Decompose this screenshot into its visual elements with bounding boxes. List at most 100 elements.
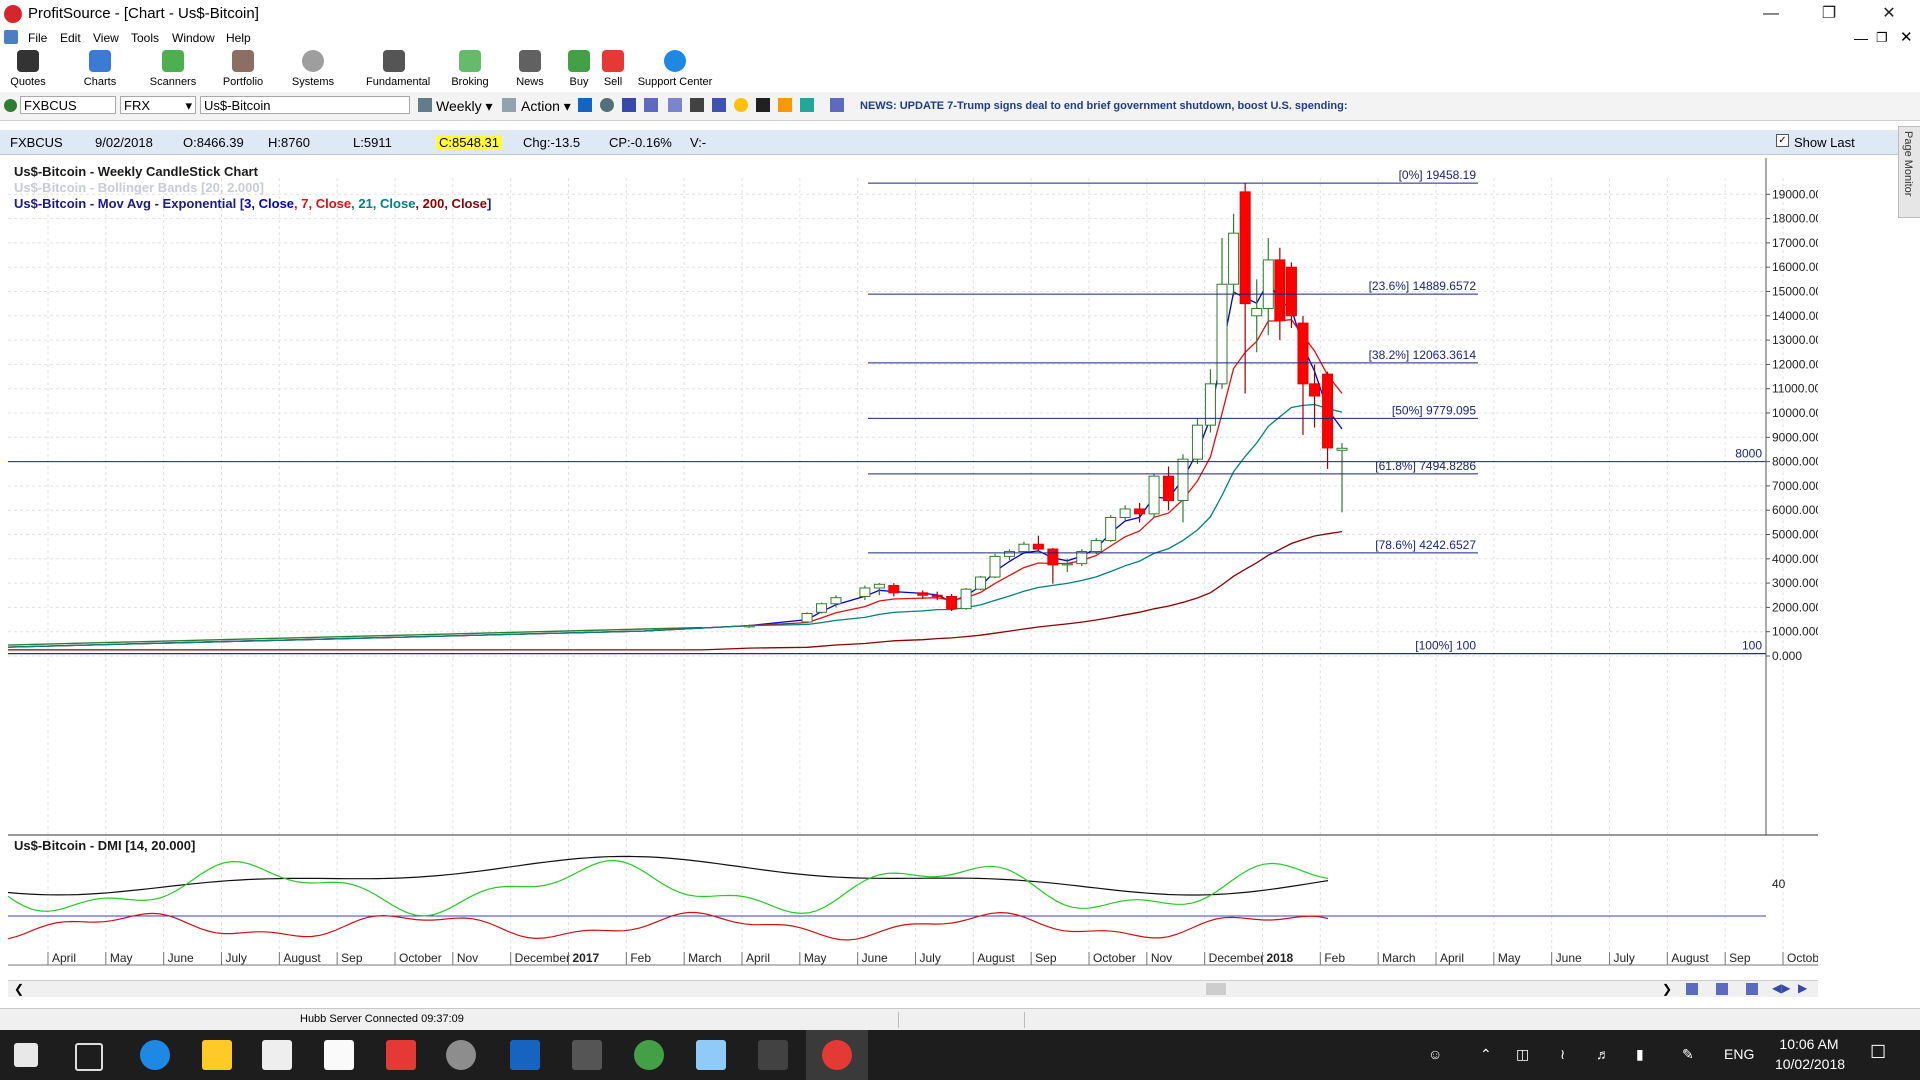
news-feed-icon[interactable] bbox=[830, 98, 844, 112]
zoom-icon[interactable] bbox=[644, 98, 658, 112]
news-button[interactable]: News bbox=[502, 50, 558, 92]
scanners-button[interactable]: Scanners bbox=[145, 50, 201, 92]
legend-ema-part: , 200, Close bbox=[415, 196, 487, 211]
news-ticker[interactable]: NEWS: UPDATE 7-Trump signs deal to end b… bbox=[860, 100, 1348, 112]
window-title: ProfitSource - [Chart - Us$-Bitcoin] bbox=[28, 5, 259, 22]
clock-time[interactable]: 10:06 AM bbox=[1779, 1036, 1839, 1052]
battery-icon[interactable]: ◫ bbox=[1516, 1046, 1530, 1062]
candlestick-chart[interactable]: [0%] 19458.19 [23.6%] 14889.6572 [38.2%] 1… bbox=[7, 158, 1830, 970]
file-explorer-icon[interactable] bbox=[202, 1040, 232, 1070]
chart-area[interactable]: [0%] 19458.19 [23.6%] 14889.6572 [38.2%] 1… bbox=[7, 158, 1830, 970]
scroll-left-icon[interactable]: ❮ bbox=[14, 982, 25, 996]
candle-body bbox=[743, 625, 755, 628]
menu-window[interactable]: Window bbox=[172, 31, 215, 45]
scroll-right-icon[interactable]: ❯ bbox=[1662, 982, 1673, 996]
task-view-icon[interactable] bbox=[75, 1043, 103, 1071]
chart-tools-strip bbox=[578, 98, 844, 114]
show-last-label: Show Last bbox=[1794, 135, 1855, 150]
show-last-checkbox[interactable]: ✓ bbox=[1776, 134, 1789, 147]
dmi-plus-line bbox=[7, 859, 1329, 917]
menu-help[interactable]: Help bbox=[226, 31, 251, 45]
save-icon[interactable] bbox=[578, 98, 592, 112]
power-icon[interactable]: ▮ bbox=[1636, 1046, 1644, 1062]
volume-icon[interactable]: ♬ bbox=[1596, 1046, 1610, 1062]
pen-icon[interactable]: ✎ bbox=[1682, 1046, 1694, 1062]
scroll-start-icon[interactable]: ◀▶ bbox=[1772, 981, 1791, 995]
support-center-button[interactable]: Support Center bbox=[635, 50, 715, 92]
x-tick-label: August bbox=[283, 951, 321, 965]
close-button[interactable]: ✕ bbox=[1882, 5, 1896, 22]
action-dropdown[interactable]: Action ▾ bbox=[521, 98, 571, 114]
chrome-icon[interactable] bbox=[634, 1040, 664, 1070]
fit-icon[interactable] bbox=[1746, 983, 1758, 995]
candle-body bbox=[1177, 458, 1189, 501]
mdi-close-icon[interactable]: ✕ bbox=[1900, 29, 1913, 46]
title-bar: ProfitSource - [Chart - Us$-Bitcoin] — ❐… bbox=[0, 0, 1920, 28]
candle-body bbox=[1216, 283, 1228, 385]
broking-button[interactable]: Broking bbox=[442, 50, 498, 92]
x-tick-label: May bbox=[110, 951, 133, 965]
sell-button[interactable]: Sell bbox=[585, 50, 641, 92]
zoom-out-icon[interactable] bbox=[1716, 983, 1728, 995]
fundamental-button[interactable]: Fundamental bbox=[366, 50, 430, 92]
restore-button[interactable]: ❐ bbox=[1821, 5, 1837, 22]
y-tick-label: 3000.000 bbox=[1772, 576, 1818, 590]
calculator-icon[interactable] bbox=[324, 1040, 354, 1070]
grid-icon[interactable] bbox=[668, 98, 682, 112]
period-dropdown[interactable]: Weekly ▾ bbox=[436, 98, 493, 114]
print-icon[interactable] bbox=[622, 98, 636, 112]
profitsource-taskbar-icon[interactable] bbox=[822, 1040, 852, 1070]
menu-tools[interactable]: Tools bbox=[131, 31, 160, 45]
systems-button[interactable]: Systems bbox=[285, 50, 341, 92]
candle-body bbox=[1297, 322, 1309, 385]
start-icon[interactable] bbox=[14, 1043, 38, 1067]
settings-icon[interactable] bbox=[600, 98, 614, 112]
bulb-icon[interactable] bbox=[734, 98, 748, 112]
menu-view[interactable]: View bbox=[93, 31, 119, 45]
camera-icon[interactable] bbox=[572, 1040, 602, 1070]
people-icon[interactable]: ☺ bbox=[1428, 1046, 1443, 1062]
minimize-button[interactable]: — bbox=[1763, 5, 1779, 22]
go-icon[interactable] bbox=[4, 99, 17, 112]
store-icon[interactable] bbox=[262, 1040, 292, 1070]
security-name-input[interactable]: Us$-Bitcoin bbox=[200, 96, 410, 114]
scroll-thumb[interactable] bbox=[1206, 983, 1226, 995]
star-icon[interactable] bbox=[778, 98, 792, 112]
y-tick-label: 10000.000 bbox=[1772, 406, 1818, 420]
candle-body bbox=[1336, 447, 1348, 451]
tray-chevron-icon[interactable]: ⌃ bbox=[1480, 1046, 1492, 1062]
zoom-in-icon[interactable] bbox=[1686, 983, 1698, 995]
k-app-icon[interactable] bbox=[386, 1040, 416, 1070]
menu-file[interactable]: File bbox=[28, 31, 48, 45]
signal-icon[interactable] bbox=[800, 98, 814, 112]
language-indicator[interactable]: ENG bbox=[1724, 1046, 1755, 1062]
go-app-icon[interactable] bbox=[758, 1040, 788, 1070]
quote-open: O:8466.39 bbox=[183, 135, 244, 150]
snip-icon[interactable] bbox=[446, 1040, 476, 1070]
scroll-end-icon[interactable]: ▶ bbox=[1798, 981, 1808, 995]
mdi-restore-icon[interactable]: ❐ bbox=[1876, 30, 1888, 45]
code-input[interactable]: FXBCUS bbox=[20, 96, 116, 114]
portfolio-button[interactable]: Portfolio bbox=[215, 50, 271, 92]
notifications-icon[interactable]: ☐ bbox=[1870, 1042, 1887, 1062]
quotes-button[interactable]: Quotes bbox=[0, 50, 56, 92]
chart-scrollbar[interactable]: ❮ ❯ ◀▶ ▶ bbox=[8, 980, 1818, 997]
buy-button[interactable]: Buy bbox=[551, 50, 607, 92]
exchange-select[interactable]: FRX ▾ bbox=[120, 96, 196, 114]
draw-icon[interactable] bbox=[712, 98, 726, 112]
menu-edit[interactable]: Edit bbox=[60, 31, 81, 45]
tools-icon[interactable] bbox=[690, 98, 704, 112]
binoculars-icon[interactable] bbox=[756, 98, 770, 112]
files-icon[interactable] bbox=[696, 1040, 726, 1070]
x-tick-label: December bbox=[1209, 951, 1264, 965]
wifi-icon[interactable]: ≀ bbox=[1560, 1046, 1566, 1062]
mdi-minimize-icon[interactable]: — bbox=[1854, 30, 1868, 46]
shield-icon[interactable] bbox=[510, 1040, 540, 1070]
candle-body bbox=[1285, 266, 1297, 317]
edge-icon[interactable] bbox=[140, 1040, 170, 1070]
page-monitor-tab[interactable]: Page Monitor bbox=[1898, 126, 1920, 218]
candle-body bbox=[1163, 475, 1175, 501]
clock-date[interactable]: 10/02/2018 bbox=[1774, 1056, 1846, 1072]
candle-body bbox=[960, 588, 972, 610]
charts-button[interactable]: Charts bbox=[72, 50, 128, 92]
